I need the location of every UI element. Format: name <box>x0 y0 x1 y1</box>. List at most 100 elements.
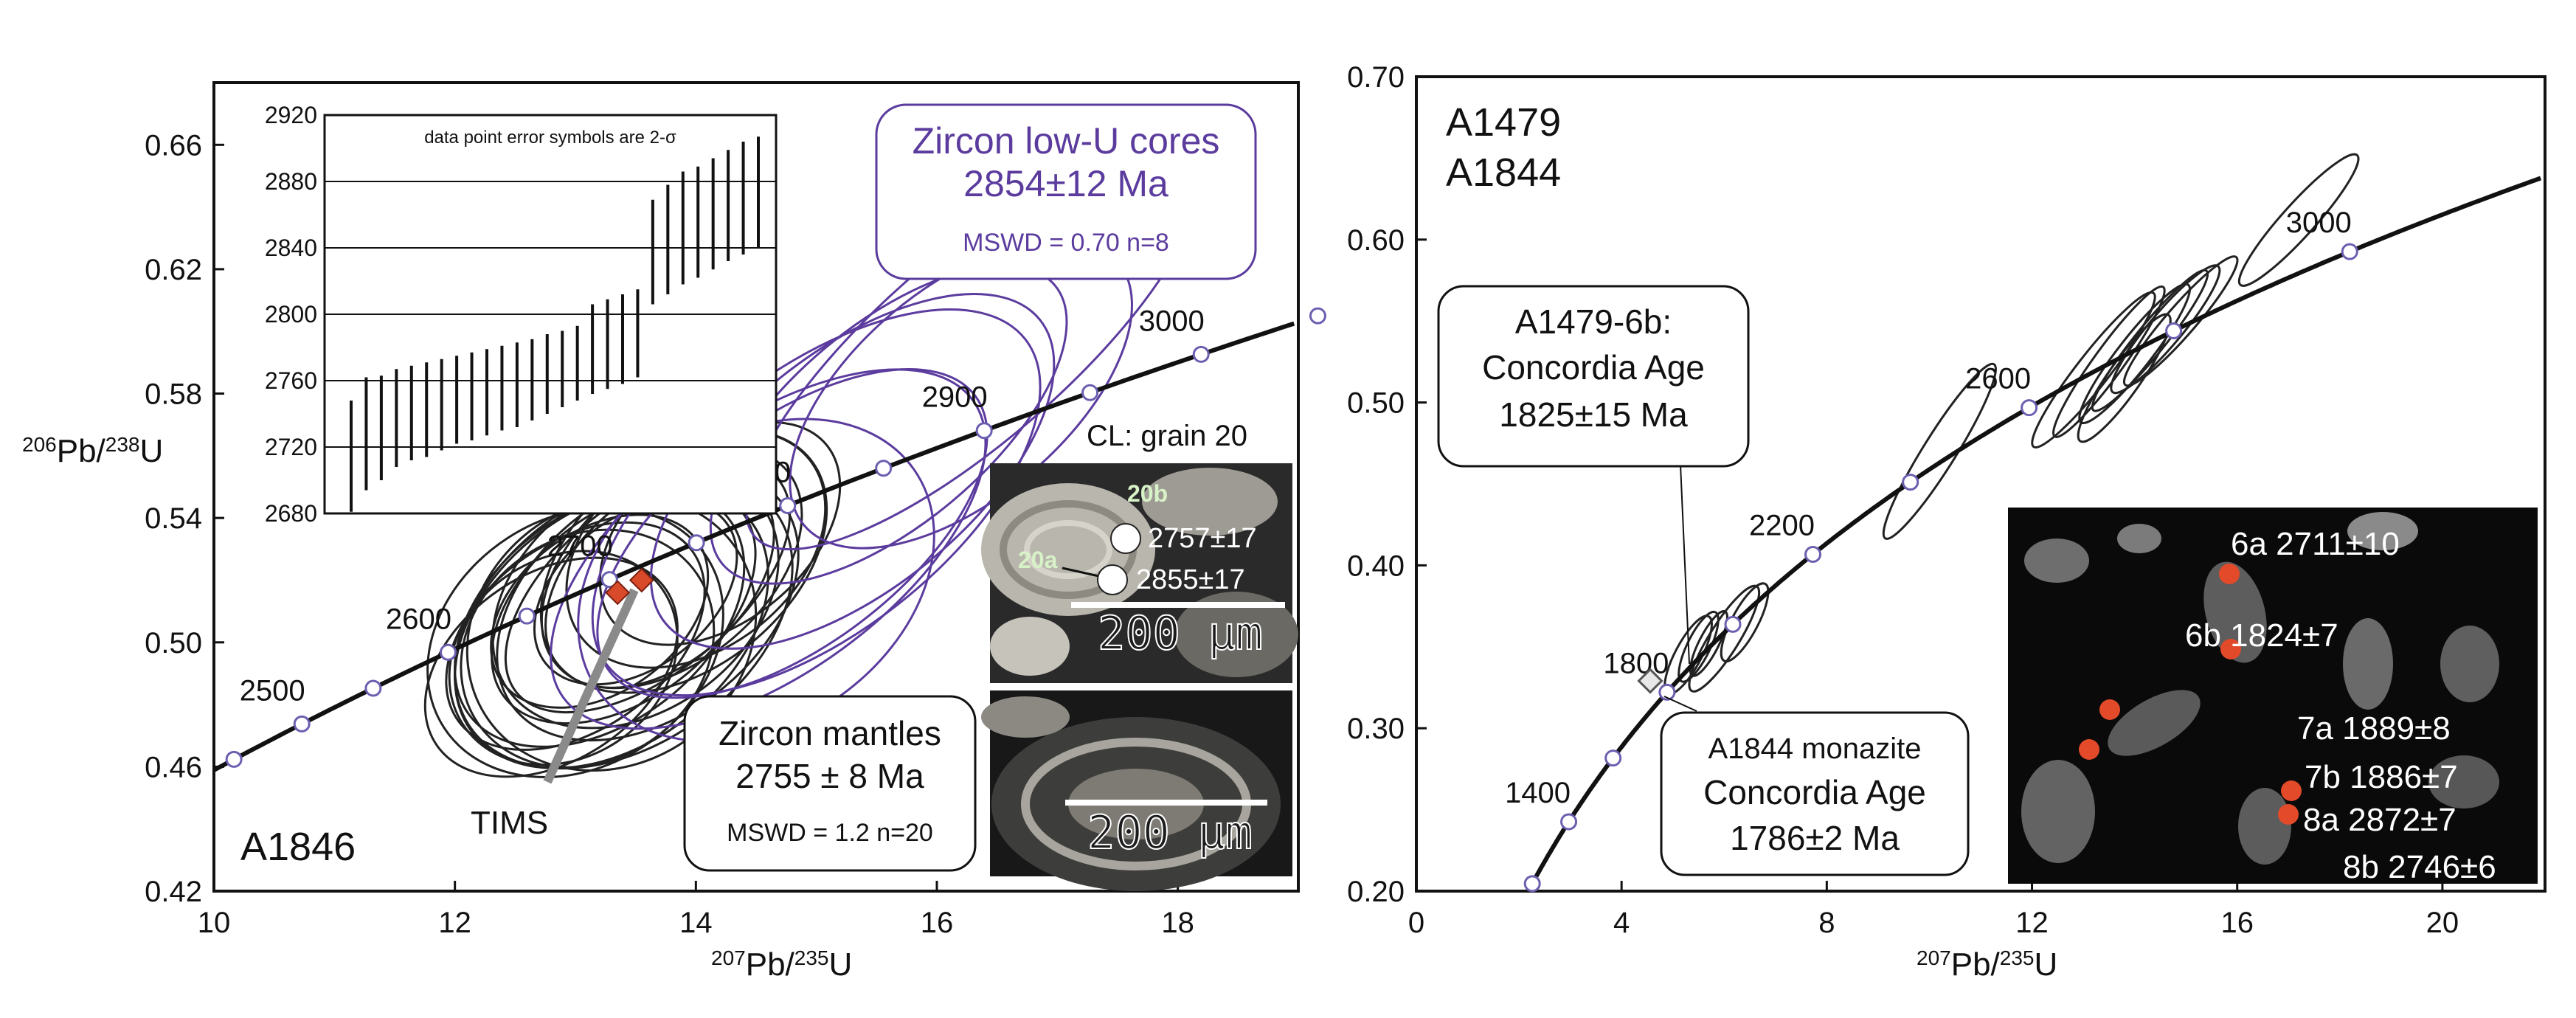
right-ellipse-13 <box>2077 313 2172 443</box>
concordia-marker-2800 <box>779 496 797 514</box>
concordia-marker-1600 <box>1604 749 1622 767</box>
left-concordia-markers <box>225 307 1326 768</box>
right-concordia-panel: 1400 1800 2200 2600 3000 0 4 8 12 16 20 0.20 0.30 0.… <box>1347 61 2546 983</box>
y-tick-label-0.54: 0.54 <box>145 502 202 535</box>
bse-grain-9 <box>2428 755 2499 808</box>
y-tick-label-0.2: 0.20 <box>1347 876 1405 908</box>
concordia-marker-2600 <box>439 643 457 661</box>
concordia-age-label-1800: 1800 <box>1603 647 1669 679</box>
mantle-ellipse-15 <box>423 556 679 778</box>
left-x-label-slash: / <box>786 946 795 983</box>
concordia-marker-1200 <box>1523 875 1541 893</box>
left-concordia-curve <box>212 321 1295 772</box>
inset-tick-label-2760: 2760 <box>265 367 317 394</box>
bse-label-8a: 8a 2872±7 <box>2303 802 2456 838</box>
bse-grain-1 <box>2024 539 2089 583</box>
x-tick-label-10: 10 <box>198 907 231 939</box>
right-ellipse-8 <box>2052 285 2166 438</box>
cl-image: CL: grain 20 20b 20a 2757±17 2855±17 200… <box>981 420 1298 891</box>
concordia-marker-2000 <box>1724 615 1742 633</box>
cl-image-title: CL: grain 20 <box>1087 420 1247 452</box>
concordia-marker-2650 <box>518 607 536 625</box>
left-x-label-main: Pb <box>746 946 786 983</box>
concordia-marker-1800 <box>1658 683 1676 701</box>
x-tick-label-12: 12 <box>2015 907 2049 939</box>
monazite-age-marker <box>1637 668 1663 694</box>
left-y-label-main: Pb <box>57 433 97 469</box>
right-ellipse-12 <box>2122 255 2239 387</box>
left-y-label-den-sup: 238 <box>105 433 140 456</box>
x-tick-label-4: 4 <box>1613 907 1630 939</box>
cl-spot-age-1: 2757±17 <box>1148 523 1257 554</box>
right-axis-ticks: 0 4 8 12 16 20 0.20 0.30 0.40 0.50 0.60 0.70 <box>1347 61 2459 939</box>
y-tick-label-0.5: 0.50 <box>1347 387 1405 420</box>
mantle-ellipse-17 <box>533 499 738 686</box>
right-x-label-main: Pb <box>1951 946 1991 983</box>
concordia-age-label-2200: 2200 <box>1749 510 1815 542</box>
x-tick-label-14: 14 <box>679 907 713 939</box>
cl-spot-label-20a: 20a <box>1018 547 1058 573</box>
concordia-age-label-2600: 2600 <box>1965 363 2031 395</box>
y-tick-label-0.5: 0.50 <box>145 627 202 659</box>
core-callout-age: 2854±12 Ma <box>963 163 1168 204</box>
cl-spot-2 <box>1097 564 1128 595</box>
bse-spot-6 <box>2278 804 2299 825</box>
cl-grain-4 <box>990 617 1070 676</box>
y-tick-label-0.62: 0.62 <box>145 254 202 286</box>
cl-spot-1 <box>1110 523 1141 554</box>
tims-pointer-line <box>543 588 639 784</box>
inset-tick-label-2880: 2880 <box>265 168 317 195</box>
left-x-axis-label: 207Pb/235U <box>711 946 852 983</box>
bse-grain-3 <box>2347 512 2418 550</box>
x-tick-label-0: 0 <box>1408 907 1424 939</box>
callout-6b-line-2: Concordia Age <box>1482 348 1705 387</box>
tims-label: TIMS <box>471 805 548 841</box>
mantle-callout-title: Zircon mantles <box>719 714 941 752</box>
bse-grain-6 <box>2108 690 2201 756</box>
x-tick-label-20: 20 <box>2426 907 2459 939</box>
concordia-marker-2500 <box>293 715 311 733</box>
concordia-age-label-2500: 2500 <box>240 674 305 707</box>
right-x-label-slash: / <box>1991 946 2001 983</box>
bse-grain-4 <box>2203 561 2267 663</box>
left-y-label-slash: / <box>97 433 106 469</box>
right-ellipse-11 <box>2110 264 2221 395</box>
left-x-label-den-sup: 235 <box>794 946 829 969</box>
concordia-marker-2800 <box>2165 322 2183 340</box>
concordia-marker-3050 <box>1309 307 1326 325</box>
mantle-callout-box <box>683 695 977 872</box>
concordia-marker-2950 <box>1081 384 1099 401</box>
mantle-ellipse-1 <box>445 521 706 751</box>
right-ellipse-5 <box>1688 584 1761 693</box>
cl-spot-leader <box>1062 567 1103 578</box>
left-axis-ticks: 10 12 14 16 18 0.42 0.46 0.50 0.54 0.58 0.62 0.66 <box>145 129 1194 939</box>
x-tick-label-8: 8 <box>1818 907 1835 939</box>
mantle-callout-age: 2755 ± 8 Ma <box>735 757 924 795</box>
left-y-axis-label: 206Pb/238U <box>22 433 163 469</box>
right-ellipse-6 <box>1882 362 1997 540</box>
y-tick-label-0.46: 0.46 <box>145 751 202 783</box>
bse-label-6a: 6a 2711±10 <box>2231 526 2400 562</box>
mantle-ellipse-6 <box>448 550 679 766</box>
cl-grain-6 <box>981 696 1070 738</box>
left-sample-label: A1846 <box>240 825 356 869</box>
bse-grain-10 <box>2440 626 2499 702</box>
left-y-label-sup: 206 <box>22 433 57 456</box>
tims-point-1 <box>605 580 631 606</box>
y-tick-label-0.58: 0.58 <box>145 378 202 411</box>
cl-grain-2 <box>1142 468 1278 536</box>
bse-analysis-spots <box>2079 564 2302 825</box>
inset-tick-label-2920: 2920 <box>265 102 317 128</box>
cl-scale-text-bottom: 200 μm <box>1087 806 1253 859</box>
concordia-age-label-2900: 2900 <box>922 381 988 414</box>
cl-spot-age-2: 2855±17 <box>1136 564 1245 595</box>
mantle-ellipse-10 <box>426 506 724 778</box>
bse-label-7a: 7a 1889±8 <box>2297 710 2451 747</box>
concordia-marker-3000 <box>1192 345 1210 363</box>
callout-1844-leader <box>1663 696 1697 712</box>
inset-tick-label-2840: 2840 <box>265 235 317 261</box>
concordia-marker-1400 <box>1560 813 1578 831</box>
concordia-marker-2700 <box>600 571 618 589</box>
inset-error-bars <box>350 136 760 512</box>
